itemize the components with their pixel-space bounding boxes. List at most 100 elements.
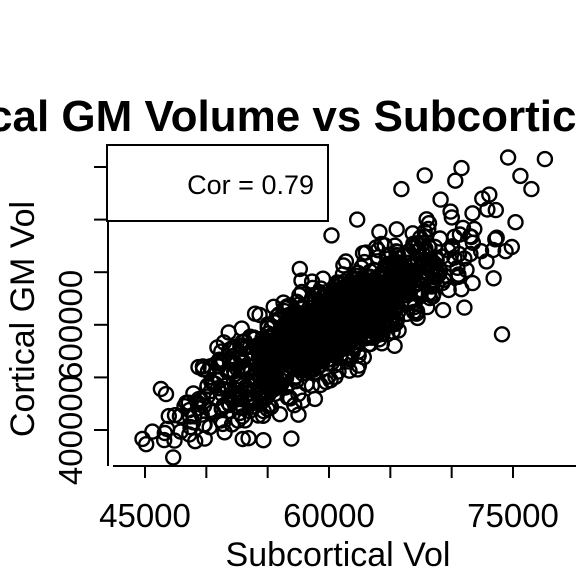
data-point-1328 (349, 211, 366, 228)
data-point-1306 (152, 380, 170, 398)
data-point-1014 (425, 285, 442, 302)
data-point-780 (431, 230, 449, 247)
data-point-1240 (341, 362, 358, 379)
data-point-1288 (246, 391, 263, 408)
chart-title: Cortical GM Volume vs Subcortical Vol (0, 92, 576, 141)
data-point-1156 (330, 363, 347, 380)
data-point-1054 (233, 320, 251, 337)
data-point-1127 (353, 318, 370, 336)
data-point-1279 (299, 339, 317, 356)
data-point-1047 (234, 430, 251, 448)
data-point-1230 (420, 277, 437, 294)
data-point-1329 (323, 227, 340, 244)
data-point-1269 (202, 373, 220, 390)
data-point-1284 (371, 223, 388, 241)
data-point-1251 (246, 305, 264, 322)
data-point-566 (442, 203, 459, 220)
data-point-1174 (440, 281, 457, 299)
data-point-712 (157, 385, 175, 403)
data-point-1161 (410, 252, 427, 270)
data-point-260 (255, 432, 272, 449)
data-point-950 (365, 329, 382, 346)
data-point-1305 (172, 423, 189, 440)
data-point-1321 (432, 191, 449, 208)
data-point-790 (454, 219, 472, 237)
data-point-1295 (361, 291, 378, 308)
data-point-1317 (493, 326, 511, 343)
data-point-1313 (536, 150, 554, 168)
data-point-1197 (484, 241, 502, 259)
data-point-1193 (408, 305, 425, 322)
data-point-1316 (507, 213, 524, 231)
data-point-1297 (359, 301, 376, 318)
data-point-1275 (299, 315, 316, 332)
data-point-1258 (386, 337, 403, 354)
data-point-1314 (487, 201, 504, 219)
data-point-1333 (472, 242, 490, 260)
data-point-1095 (293, 283, 310, 301)
data-point-195 (485, 270, 502, 287)
points-layer (134, 149, 554, 466)
data-point-1135 (250, 407, 267, 424)
data-point-1154 (487, 231, 504, 248)
y-tick-label-600000: 600000 (52, 270, 89, 380)
data-point-1264 (166, 407, 184, 424)
data-point-527 (464, 274, 481, 292)
data-point-416 (155, 431, 173, 449)
data-point-1218 (317, 373, 335, 391)
data-point-833 (185, 385, 202, 402)
data-point-1299 (421, 239, 438, 256)
data-point-1276 (314, 328, 331, 345)
data-point-1311 (512, 167, 529, 185)
data-point-1107 (267, 385, 284, 402)
data-point-995 (290, 406, 307, 423)
data-point-1272 (418, 211, 435, 228)
data-point-1250 (293, 272, 310, 289)
data-point-1209 (426, 254, 443, 272)
data-point-1137 (357, 330, 374, 347)
data-point-1303 (164, 449, 182, 466)
data-point-1298 (420, 220, 437, 238)
data-point-1318 (453, 159, 470, 177)
data-point-1253 (388, 243, 405, 260)
data-point-964 (449, 268, 467, 286)
data-point-312 (456, 299, 473, 316)
data-point-518 (283, 430, 300, 447)
data-point-1280 (364, 275, 381, 293)
x-tick-label-45000: 45000 (99, 497, 191, 534)
data-point-1294 (269, 328, 286, 346)
data-point-1281 (250, 343, 267, 360)
data-point-1121 (240, 430, 257, 447)
x-tick-label-60000: 60000 (283, 497, 375, 534)
data-point-1175 (195, 416, 213, 433)
data-point-365 (291, 260, 308, 278)
data-point-1249 (260, 355, 278, 372)
data-point-1101 (391, 254, 408, 271)
data-point-1162 (416, 269, 433, 286)
data-point-1044 (288, 373, 305, 390)
data-point-1237 (401, 264, 419, 282)
data-point-1110 (303, 292, 320, 310)
data-point-1234 (283, 357, 300, 374)
data-point-1332 (393, 264, 410, 281)
data-point-1322 (393, 180, 410, 198)
data-point-1214 (388, 221, 405, 238)
data-point-1330 (239, 392, 257, 410)
data-point-1324 (497, 242, 514, 260)
data-point-761 (463, 228, 480, 246)
x-axis-label: Subcortical Vol (226, 536, 451, 574)
data-point-1312 (523, 180, 540, 198)
data-point-1018 (286, 397, 303, 414)
data-point-1331 (271, 406, 289, 423)
data-point-1323 (434, 301, 452, 319)
data-point-1177 (440, 242, 457, 259)
data-point-1326 (464, 205, 481, 222)
data-point-1188 (208, 390, 225, 407)
x-ticks: 45000 60000 75000 (99, 466, 559, 534)
data-point-1289 (290, 317, 308, 334)
data-point-1319 (447, 172, 464, 189)
data-point-1271 (276, 355, 293, 372)
data-point-1267 (277, 333, 295, 350)
data-point-1246 (420, 285, 438, 302)
